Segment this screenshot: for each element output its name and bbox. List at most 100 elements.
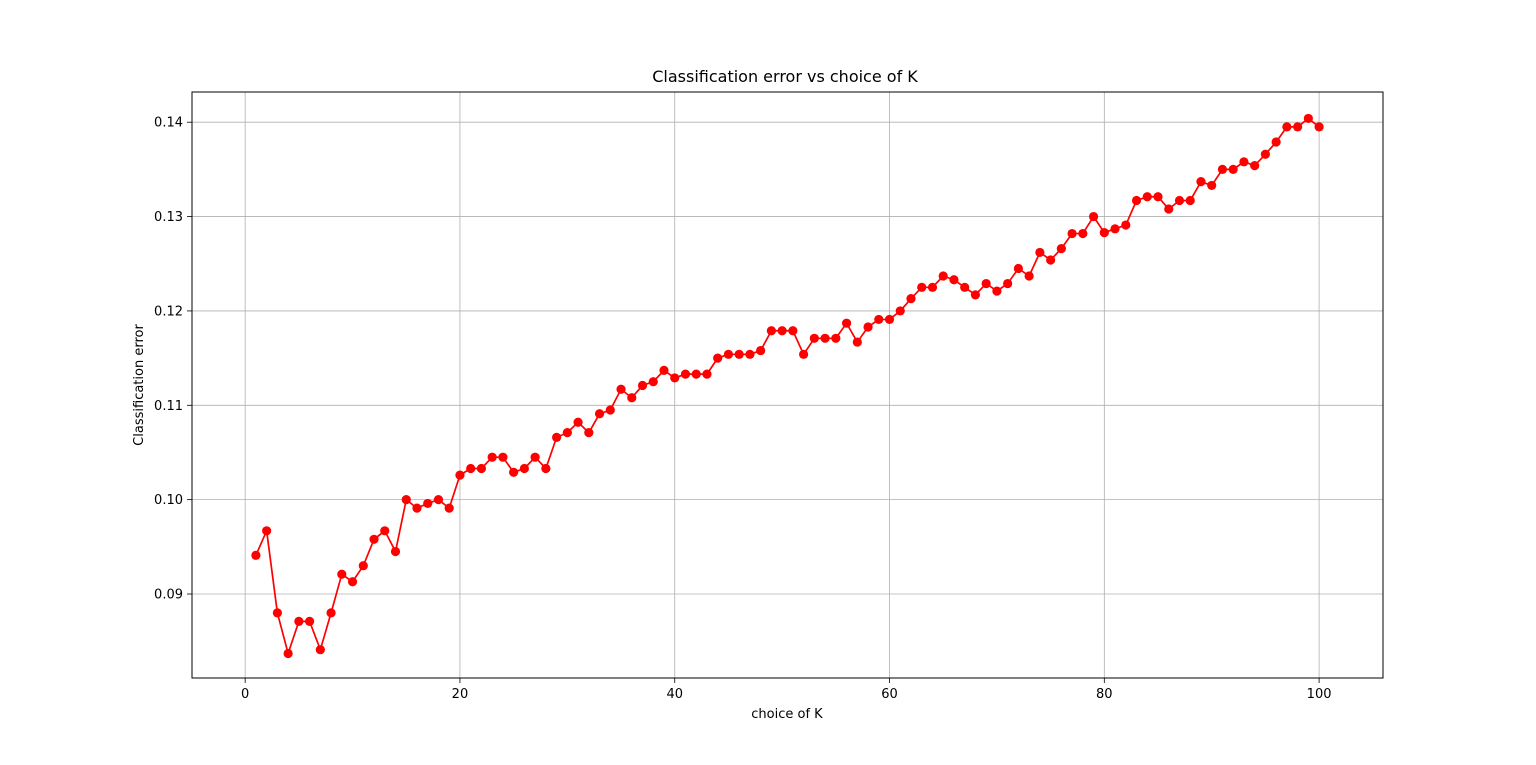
data-point (262, 526, 272, 536)
data-point (305, 616, 315, 626)
data-point (358, 561, 368, 571)
data-point (1046, 255, 1056, 265)
data-point (444, 503, 454, 513)
data-point (627, 393, 637, 403)
data-point (1207, 180, 1217, 191)
data-point (1110, 224, 1120, 234)
data-point (594, 409, 605, 419)
data-point (423, 498, 433, 509)
data-point (315, 645, 325, 655)
data-point (294, 616, 304, 626)
data-point (670, 373, 680, 383)
data-point (1121, 220, 1131, 230)
data-point (1013, 263, 1024, 274)
x-tick-label: 40 (666, 687, 683, 702)
data-point (573, 417, 583, 427)
y-tick-label: 0.12 (154, 304, 183, 319)
data-point (906, 294, 916, 304)
data-point (960, 282, 970, 292)
data-point (519, 463, 529, 474)
data-point (1153, 192, 1163, 202)
data-point (841, 318, 852, 328)
data-point (927, 282, 938, 292)
data-point (433, 495, 444, 505)
data-point (713, 353, 723, 363)
data-point (1056, 244, 1066, 254)
data-point (476, 463, 487, 474)
data-point (981, 278, 991, 289)
data-point (1271, 137, 1281, 147)
data-point (723, 349, 734, 359)
y-tick-label: 0.11 (154, 399, 183, 414)
data-point (831, 333, 841, 343)
data-point (455, 470, 465, 480)
data-point (949, 275, 959, 285)
x-tick-label: 100 (1307, 687, 1332, 702)
data-point (283, 648, 293, 659)
chart-title: Classification error vs choice of K (652, 67, 918, 86)
data-point (498, 452, 508, 462)
data-point (895, 306, 905, 316)
data-point (659, 365, 669, 375)
data-point (1260, 149, 1270, 159)
data-point (1196, 177, 1206, 187)
data-point (562, 428, 572, 438)
data-point (777, 326, 787, 336)
data-point (1239, 157, 1249, 167)
data-point (347, 577, 358, 587)
data-point (380, 526, 390, 536)
data-point (820, 333, 830, 343)
data-point (487, 452, 497, 462)
x-axis-title: choice of K (751, 707, 823, 722)
data-point (466, 463, 476, 474)
data-point (1185, 195, 1195, 206)
x-tick-label: 80 (1096, 687, 1113, 702)
data-point (745, 349, 755, 359)
x-tick-label: 0 (241, 687, 249, 702)
x-axis-ticks: 0 20 40 60 80 100 (241, 678, 1332, 702)
data-point (691, 369, 701, 379)
y-axis-ticks: 0.09 0.10 0.11 0.12 0.13 0.14 (154, 116, 192, 603)
data-point (992, 286, 1002, 296)
data-point (1099, 228, 1109, 238)
series-layer (251, 113, 1324, 659)
data-point (1303, 113, 1313, 124)
data-point (852, 337, 862, 347)
y-tick-label: 0.09 (154, 588, 183, 603)
data-point (734, 349, 744, 359)
y-tick-label: 0.13 (154, 210, 183, 225)
y-tick-label: 0.14 (154, 116, 183, 131)
data-point (1174, 195, 1185, 206)
data-point (1024, 271, 1034, 281)
data-point (884, 314, 895, 325)
data-point (509, 467, 519, 477)
data-point (1250, 161, 1260, 171)
gridlines (192, 92, 1383, 678)
plot-frame (191, 91, 1384, 679)
data-point (874, 314, 884, 325)
data-point (637, 380, 648, 391)
data-point (605, 405, 615, 415)
x-tick-label: 20 (452, 687, 469, 702)
series-line (255, 117, 1320, 655)
data-point (1314, 122, 1324, 132)
data-point (552, 432, 562, 442)
data-point (1164, 204, 1174, 214)
data-point (1078, 228, 1088, 239)
data-point (1067, 228, 1077, 239)
data-point (401, 495, 411, 505)
data-point (917, 282, 927, 292)
data-point (272, 608, 282, 618)
data-point (1228, 164, 1238, 174)
data-point (756, 345, 766, 356)
data-point (1142, 192, 1152, 202)
data-point (702, 369, 712, 379)
data-point (766, 326, 776, 336)
data-point (1217, 164, 1228, 174)
data-point (251, 550, 261, 560)
data-point (390, 546, 401, 557)
data-point (1003, 278, 1013, 289)
